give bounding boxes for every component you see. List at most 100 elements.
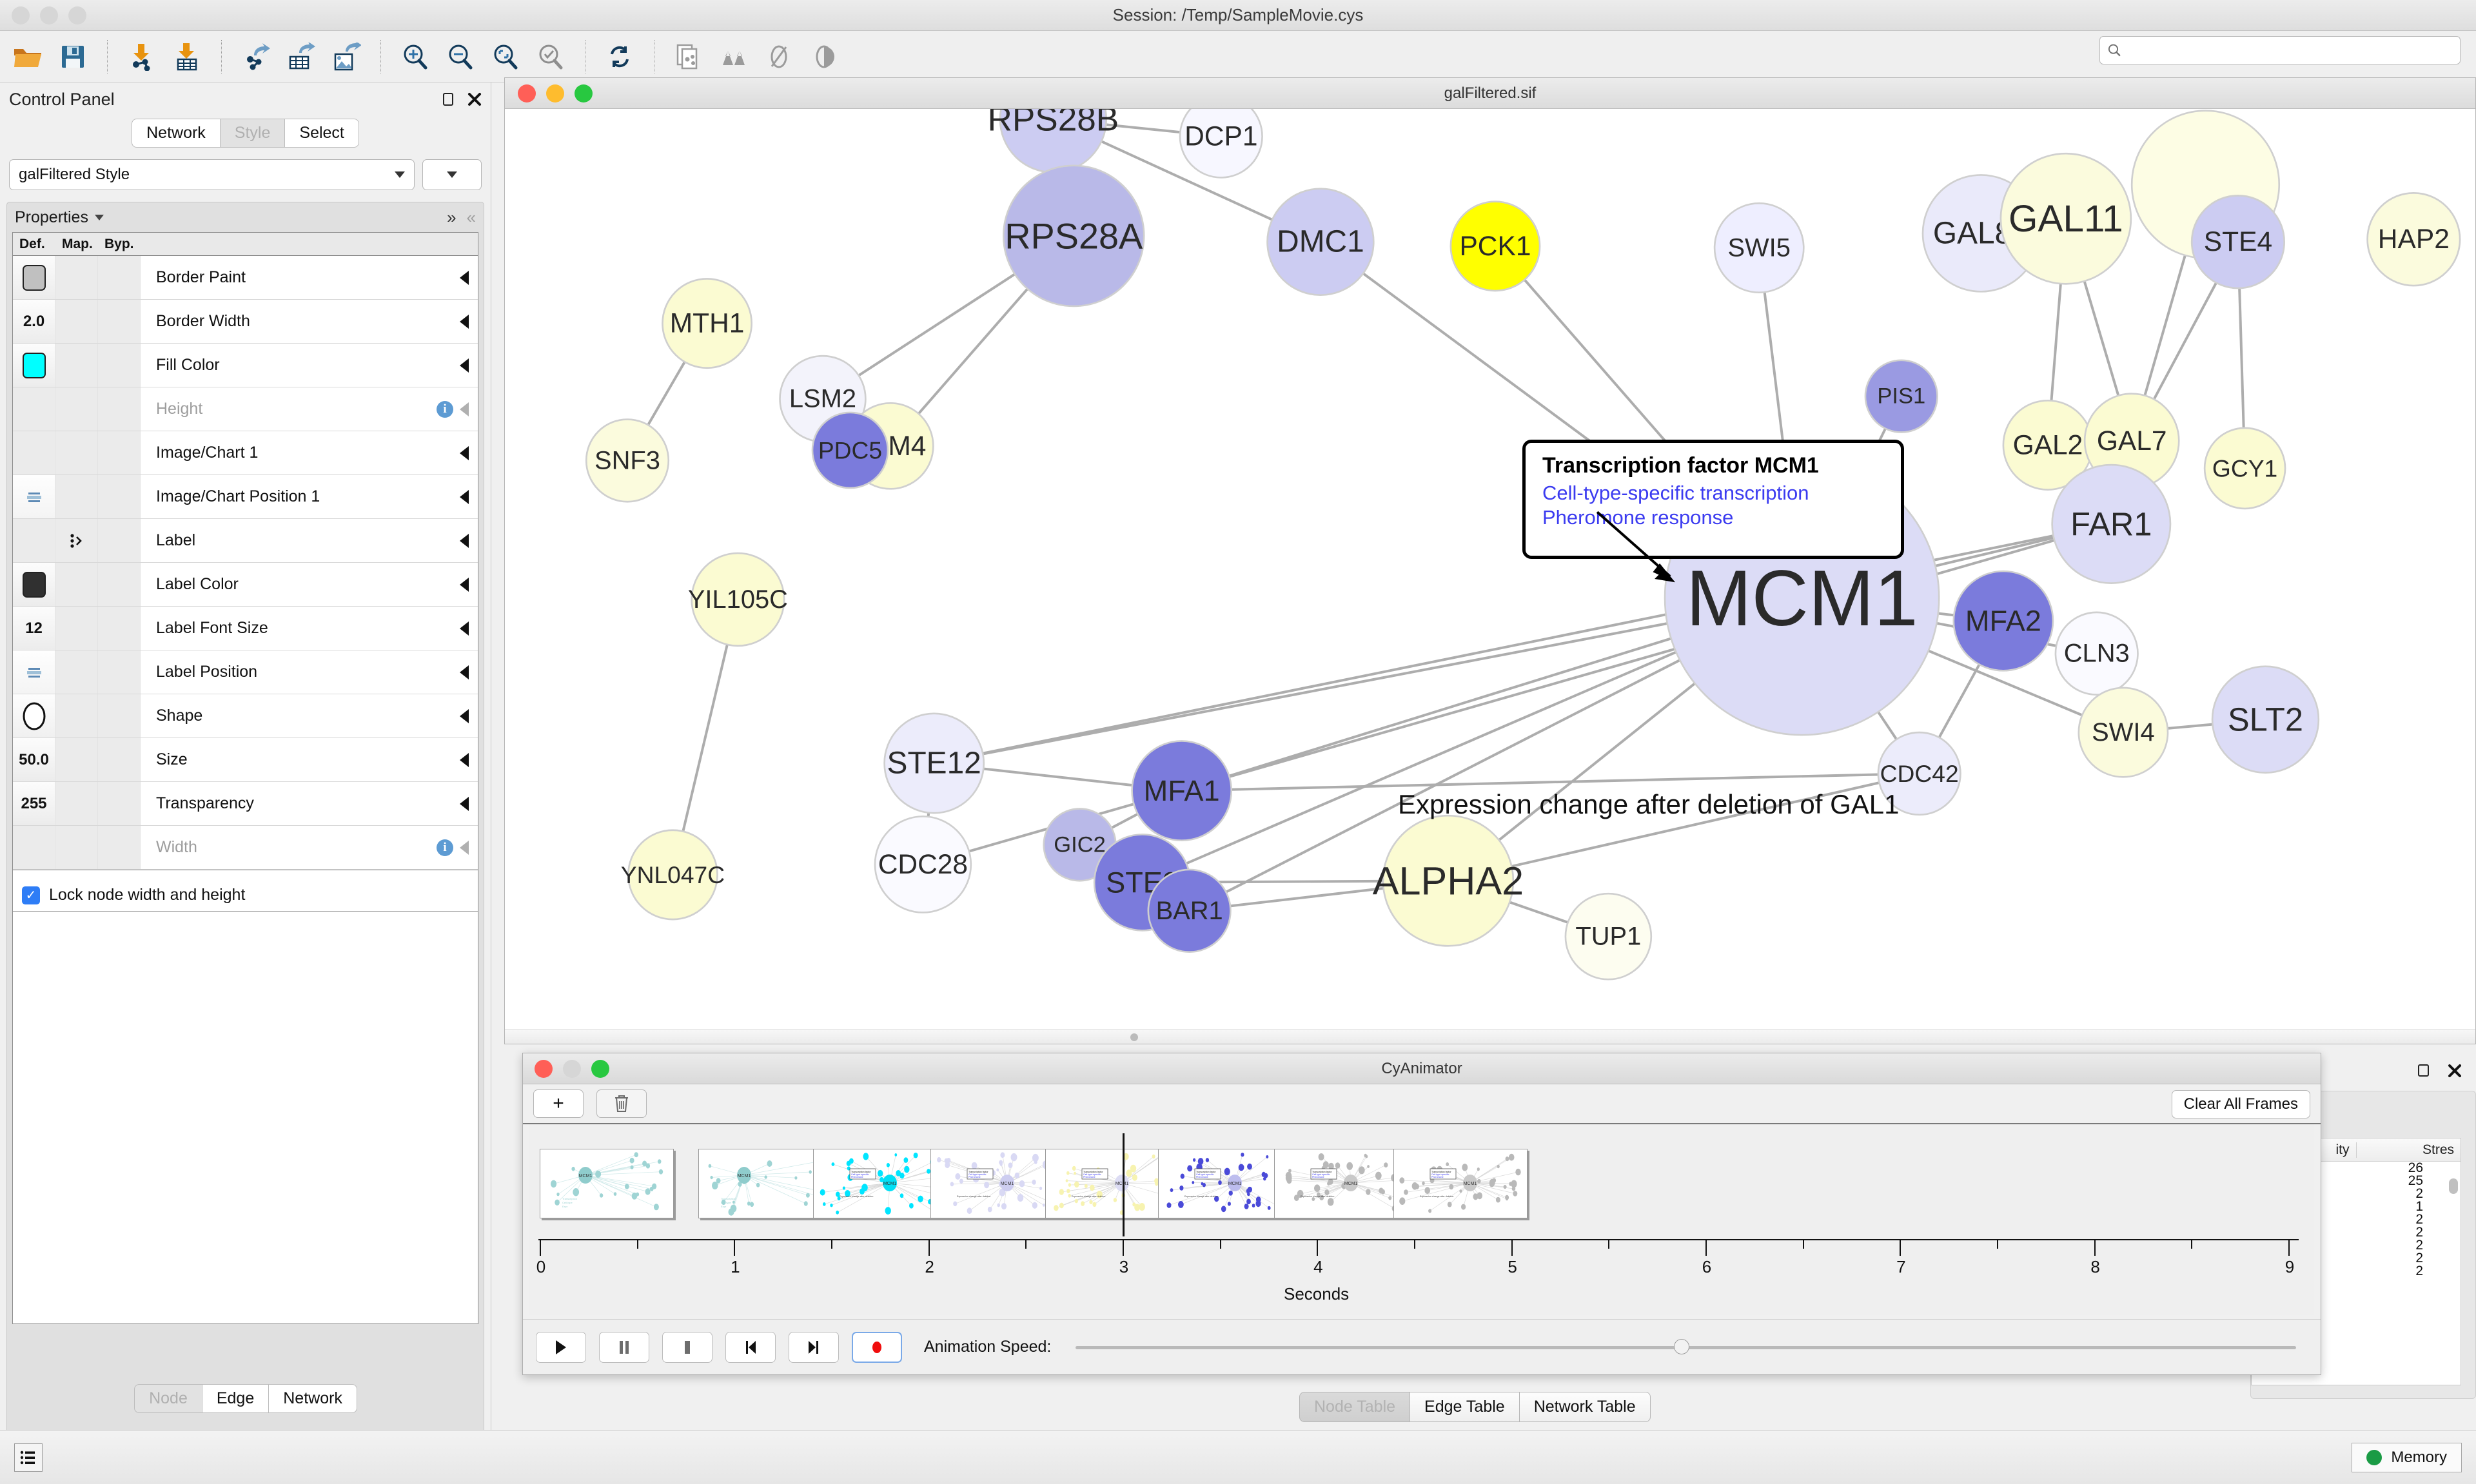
- property-mapping-cell[interactable]: [55, 563, 98, 606]
- slider-knob[interactable]: [1673, 1338, 1689, 1354]
- zoom-selected-icon[interactable]: [528, 34, 573, 79]
- graph-node[interactable]: STE4: [2190, 195, 2286, 289]
- graph-edge[interactable]: [1181, 772, 1920, 792]
- table-cell[interactable]: 2: [2415, 1264, 2423, 1278]
- expand-property-icon[interactable]: [460, 708, 469, 723]
- add-frame-button[interactable]: +: [533, 1089, 584, 1118]
- network-canvas[interactable]: RPS28B DCP1 RPS28A DMC1 PCK1 SWI5 GAL80 GAL11 ST…: [505, 109, 2475, 1044]
- export-table-icon[interactable]: [279, 34, 324, 79]
- expand-property-icon[interactable]: [460, 665, 469, 679]
- zoom-out-icon[interactable]: [438, 34, 483, 79]
- property-bypass-cell[interactable]: [98, 738, 141, 781]
- maximize-window-button[interactable]: [68, 6, 86, 24]
- tab-network-bottom[interactable]: Network: [269, 1384, 357, 1413]
- expand-property-icon[interactable]: [460, 752, 469, 767]
- graph-node[interactable]: MFA2: [1952, 570, 2054, 672]
- graph-node[interactable]: BAR1: [1147, 868, 1232, 953]
- property-default-cell[interactable]: [13, 256, 55, 299]
- property-default-cell[interactable]: [13, 826, 55, 869]
- maximize-cyanimator-button[interactable]: [591, 1059, 609, 1078]
- save-icon[interactable]: [50, 34, 95, 79]
- property-row[interactable]: 12 Label Font Size: [13, 607, 478, 650]
- graph-node[interactable]: GAL11: [1999, 152, 2132, 285]
- destroy-network-icon[interactable]: [711, 34, 756, 79]
- property-row[interactable]: Border Paint: [13, 256, 478, 300]
- property-bypass-cell[interactable]: [98, 694, 141, 737]
- property-bypass-cell[interactable]: [98, 256, 141, 299]
- lock-node-size-row[interactable]: ✓ Lock node width and height: [12, 870, 478, 912]
- property-mapping-cell[interactable]: [55, 826, 98, 869]
- node-annotation-box[interactable]: Transcription factor MCM1 Cell-type-spec…: [1522, 440, 1904, 559]
- control-panel-tabs[interactable]: Network Style Select: [0, 119, 491, 148]
- expand-property-icon[interactable]: [460, 621, 469, 636]
- property-row[interactable]: 2.0 Border Width: [13, 300, 478, 344]
- property-mapping-cell[interactable]: [55, 256, 98, 299]
- graph-node[interactable]: PIS1: [1864, 359, 1938, 433]
- graph-node[interactable]: PCK1: [1449, 200, 1541, 292]
- cyanimator-traffic-lights[interactable]: [535, 1059, 609, 1078]
- property-default-cell[interactable]: 50.0: [13, 738, 55, 781]
- close-panel-icon[interactable]: [467, 92, 482, 106]
- property-bypass-cell[interactable]: [98, 300, 141, 343]
- graph-node[interactable]: MTH1: [662, 278, 752, 369]
- collapse-all-icon[interactable]: «: [466, 208, 476, 227]
- property-bypass-cell[interactable]: [98, 431, 141, 474]
- table-cell[interactable]: 2: [2415, 1225, 2423, 1240]
- expand-property-icon[interactable]: [460, 533, 469, 548]
- record-button[interactable]: [852, 1331, 902, 1363]
- timeline-frame[interactable]: MCM1 Transcription factor Cell-type-specif…: [1274, 1149, 1408, 1218]
- info-icon[interactable]: i: [437, 839, 453, 856]
- expand-property-icon[interactable]: [460, 577, 469, 592]
- graph-node[interactable]: HAP2: [2366, 192, 2461, 287]
- timeline-frame[interactable]: MCM1 Transcription factor Cell-type-specif…: [813, 1149, 947, 1218]
- chevron-down-icon[interactable]: [94, 214, 104, 220]
- expand-property-icon[interactable]: [460, 270, 469, 285]
- property-default-cell[interactable]: [13, 475, 55, 518]
- property-bypass-cell[interactable]: [98, 387, 141, 431]
- clear-all-frames-button[interactable]: Clear All Frames: [2171, 1090, 2310, 1118]
- graph-node[interactable]: YIL105C: [688, 552, 788, 647]
- search-input-wrapper[interactable]: [2099, 36, 2461, 64]
- import-network-icon[interactable]: [119, 34, 164, 79]
- expand-property-icon[interactable]: [460, 796, 469, 811]
- zoom-in-icon[interactable]: [393, 34, 438, 79]
- hide-selected-icon[interactable]: [756, 34, 801, 79]
- column-header-stres[interactable]: Stres: [2422, 1142, 2454, 1157]
- property-default-cell[interactable]: [13, 344, 55, 387]
- refresh-icon[interactable]: [597, 34, 642, 79]
- property-default-cell[interactable]: 12: [13, 607, 55, 650]
- graph-node[interactable]: SWI4: [2078, 687, 2169, 778]
- new-network-from-selection-icon[interactable]: [666, 34, 711, 79]
- property-row[interactable]: Label Position: [13, 650, 478, 694]
- property-bypass-cell[interactable]: [98, 519, 141, 562]
- graph-node[interactable]: SLT2: [2211, 665, 2320, 774]
- tab-edge-table[interactable]: Edge Table: [1410, 1392, 1520, 1422]
- property-mapping-cell[interactable]: [55, 607, 98, 650]
- animation-speed-slider[interactable]: [1076, 1338, 2296, 1354]
- control-panel-bottom-tabs[interactable]: Node Edge Network: [0, 1384, 491, 1413]
- timeline-frame[interactable]: MCM1 Transcription factor Cell-type-specif…: [1045, 1149, 1179, 1218]
- property-mapping-cell[interactable]: [55, 694, 98, 737]
- timeline-frame[interactable]: MCM1 Transcription factor Cell-type-specif…: [1158, 1149, 1292, 1218]
- color-swatch[interactable]: [22, 352, 46, 378]
- property-bypass-cell[interactable]: [98, 344, 141, 387]
- graph-node[interactable]: GAL2: [2002, 399, 2094, 491]
- float-panel-icon[interactable]: [442, 92, 456, 106]
- table-cell[interactable]: 2: [2415, 1186, 2423, 1201]
- table-cell[interactable]: 1: [2415, 1199, 2423, 1214]
- export-network-icon[interactable]: [233, 34, 279, 79]
- close-window-button[interactable]: [12, 6, 30, 24]
- tab-network[interactable]: Network: [132, 119, 221, 148]
- export-image-icon[interactable]: [324, 34, 369, 79]
- property-mapping-cell[interactable]: [55, 475, 98, 518]
- property-bypass-cell[interactable]: [98, 650, 141, 694]
- property-mapping-cell[interactable]: [55, 387, 98, 431]
- style-options-button[interactable]: [422, 159, 482, 190]
- expand-all-icon[interactable]: »: [447, 208, 457, 227]
- close-table-panel-icon[interactable]: [2448, 1064, 2462, 1078]
- next-frame-button[interactable]: [789, 1331, 839, 1363]
- list-icon[interactable]: [14, 1443, 43, 1472]
- table-tabs[interactable]: Node Table Edge Table Network Table: [1299, 1392, 1651, 1422]
- property-bypass-cell[interactable]: [98, 475, 141, 518]
- graph-edge[interactable]: [934, 596, 1803, 765]
